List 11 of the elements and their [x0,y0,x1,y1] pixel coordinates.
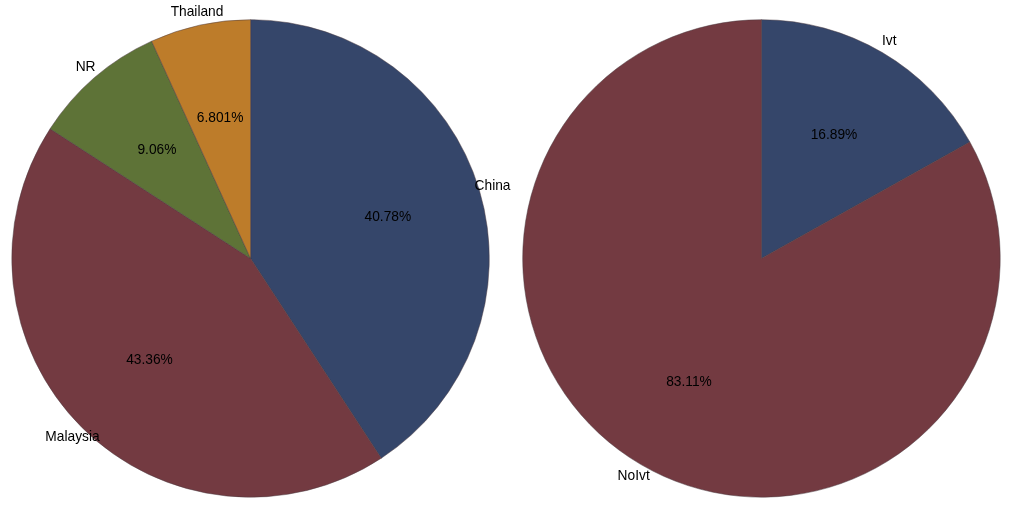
data-label: 43.36% [126,351,173,367]
pie-slice [522,19,1001,498]
data-label: 9.06% [137,141,177,157]
slice-label: Ivt [881,32,897,48]
slice-label: Thailand [170,3,224,19]
data-label: 6.801% [196,110,244,126]
slice-label: NoIvt [617,468,650,484]
data-label: 16.89% [810,126,858,142]
slice-label: NR [75,59,96,75]
data-label: 40.78% [364,209,412,225]
data-label: 83.11% [666,373,712,389]
